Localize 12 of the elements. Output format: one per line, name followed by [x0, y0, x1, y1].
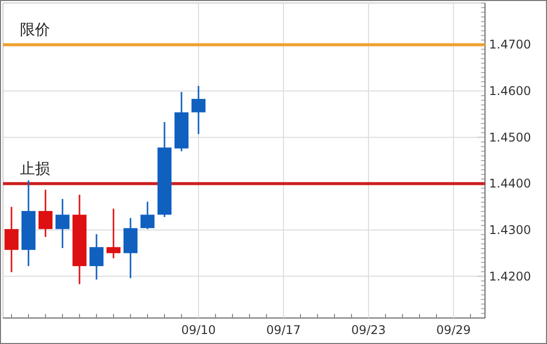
y-tick-label: 1.4400 [489, 176, 531, 191]
ref-line-label: 限价 [20, 20, 50, 39]
x-tick-label: 09/17 [266, 323, 301, 337]
x-tick-label: 09/10 [181, 323, 216, 337]
y-tick-label: 1.4500 [489, 130, 531, 144]
x-tick-label: 09/23 [351, 323, 386, 337]
y-tick-label: 1.4600 [489, 84, 531, 98]
y-tick-label: 1.4200 [489, 269, 531, 284]
ref-line-label: 止损 [20, 160, 50, 178]
y-tick-label: 1.4700 [489, 38, 531, 52]
y-tick-label: 1.4300 [489, 222, 531, 237]
x-tick-label: 09/29 [436, 323, 471, 337]
